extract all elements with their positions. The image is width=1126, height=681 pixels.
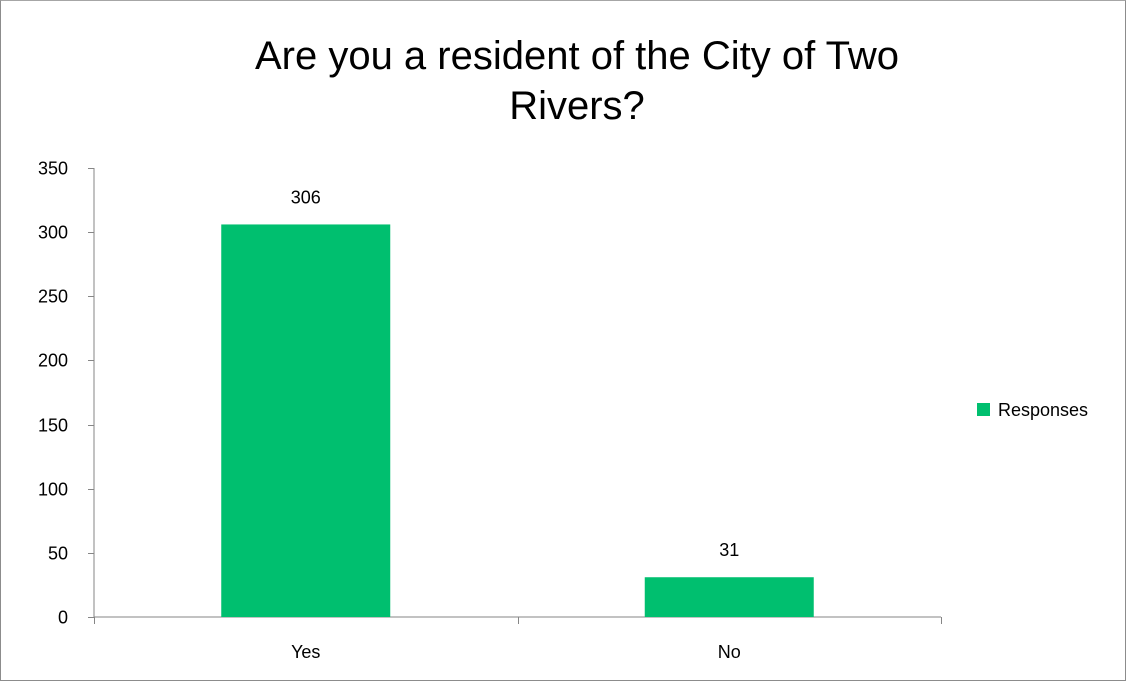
legend-label: Responses bbox=[998, 400, 1088, 420]
y-tick-label: 50 bbox=[48, 544, 68, 564]
y-tick-label: 0 bbox=[58, 608, 68, 628]
chart-legend: Responses bbox=[977, 400, 1088, 420]
data-label: 306 bbox=[291, 187, 321, 207]
y-tick-label: 250 bbox=[38, 287, 68, 307]
y-tick-label: 300 bbox=[38, 223, 68, 243]
y-tick-label: 150 bbox=[38, 416, 68, 436]
chart-bars bbox=[221, 224, 814, 617]
bar-no bbox=[644, 577, 814, 617]
data-label: 31 bbox=[719, 540, 739, 560]
chart-title-line-1: Are you a resident of the City of Two bbox=[255, 34, 899, 78]
chart-axes: 0 50 100 150 200 250 300 350 Yes No bbox=[38, 159, 942, 662]
y-tick-label: 100 bbox=[38, 480, 68, 500]
chart-data-labels: 306 31 bbox=[291, 187, 740, 560]
x-tick-label: Yes bbox=[291, 642, 320, 662]
chart-title-line-2: Rivers? bbox=[509, 84, 645, 128]
chart-title: Are you a resident of the City of Two Ri… bbox=[255, 34, 899, 128]
bar-yes bbox=[221, 224, 391, 617]
y-tick-label: 200 bbox=[38, 351, 68, 371]
y-tick-label: 350 bbox=[38, 159, 68, 179]
legend-swatch bbox=[977, 403, 990, 416]
x-tick-label: No bbox=[718, 642, 741, 662]
